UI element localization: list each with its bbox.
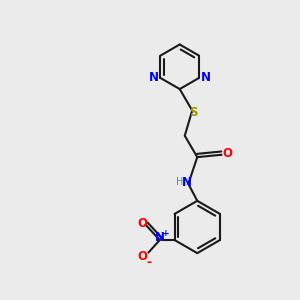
Text: N: N	[155, 231, 165, 244]
Text: N: N	[149, 71, 159, 84]
Text: N: N	[182, 176, 192, 189]
Text: O: O	[137, 217, 147, 230]
Text: O: O	[222, 147, 232, 160]
Text: +: +	[162, 229, 169, 238]
Text: O: O	[137, 250, 148, 263]
Text: N: N	[201, 71, 211, 84]
Text: -: -	[146, 256, 152, 269]
Text: S: S	[189, 106, 198, 119]
Text: H: H	[176, 177, 184, 188]
